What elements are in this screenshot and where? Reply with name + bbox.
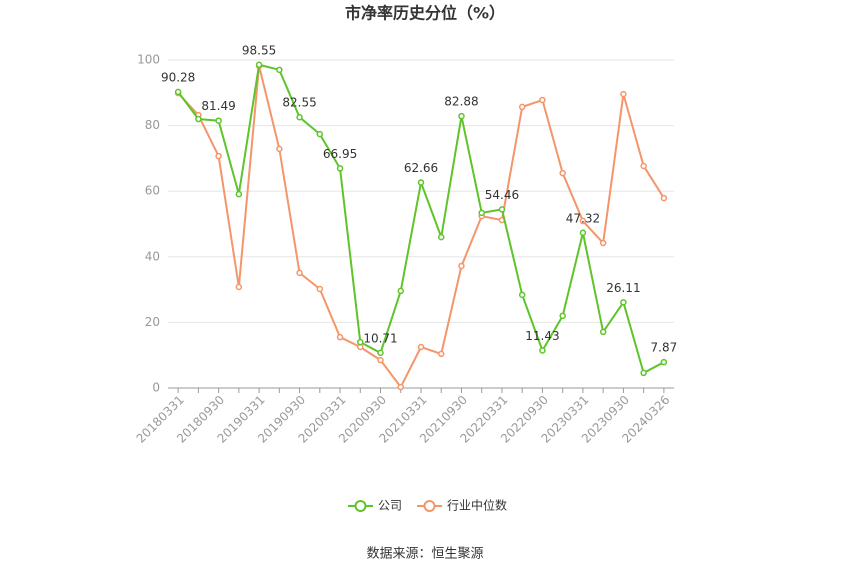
y-tick-label: 60: [145, 184, 160, 198]
point: [478, 209, 485, 217]
point: [539, 96, 546, 104]
point: [316, 285, 324, 293]
point: [336, 165, 344, 172]
point: [296, 113, 303, 121]
point: [195, 115, 202, 123]
point: [640, 162, 647, 170]
point: [660, 358, 668, 366]
data-label: 54.46: [485, 188, 519, 202]
y-tick-label: 100: [137, 53, 160, 67]
data-label: 10.71: [363, 331, 397, 345]
point: [620, 90, 627, 98]
point: [498, 206, 506, 213]
point: [579, 217, 587, 225]
point: [660, 194, 668, 202]
data-label: 81.49: [201, 99, 235, 113]
data-label: 47.32: [566, 211, 600, 225]
point: [296, 269, 303, 277]
y-tick-label: 80: [145, 118, 160, 132]
data-label: 62.66: [404, 161, 438, 175]
point: [357, 338, 364, 346]
point: [599, 328, 607, 336]
point: [620, 299, 627, 306]
point: [539, 347, 546, 354]
point: [559, 312, 566, 320]
y-tick-label: 40: [145, 249, 160, 263]
point: [336, 333, 344, 341]
y-tick-label: 20: [145, 315, 160, 329]
data-label: 90.28: [161, 70, 195, 84]
data-label: 66.95: [323, 147, 357, 161]
chart-title: 市净率历史分位（%）: [345, 4, 505, 23]
point: [458, 112, 465, 120]
legend-marker: [423, 500, 436, 512]
point: [417, 343, 425, 351]
point: [235, 283, 243, 291]
data-label: 26.11: [606, 281, 640, 295]
point: [276, 145, 283, 153]
point: [377, 356, 384, 364]
point: [640, 369, 647, 377]
point: [316, 130, 324, 138]
data-label: 82.88: [444, 95, 478, 109]
data-label: 82.55: [282, 96, 316, 110]
data-label: 98.55: [242, 43, 276, 57]
point: [174, 88, 182, 96]
point: [437, 350, 445, 358]
point: [397, 287, 405, 295]
legend-label: 行业中位数: [447, 498, 507, 513]
point: [377, 349, 384, 357]
legend-label: 公司: [378, 499, 402, 513]
point: [518, 103, 526, 111]
data-label: 7.87: [651, 341, 678, 355]
point: [417, 179, 425, 186]
point: [215, 152, 222, 160]
point: [559, 169, 566, 177]
source: 数据来源：恒生聚源: [366, 547, 483, 562]
point: [437, 233, 445, 241]
point: [215, 117, 222, 124]
point: [235, 190, 243, 198]
point: [579, 229, 587, 237]
point: [255, 61, 263, 69]
point: [276, 66, 283, 74]
point: [458, 262, 465, 270]
point: [599, 239, 607, 247]
data-label: 11.43: [525, 329, 559, 343]
legend-marker: [354, 500, 367, 512]
y-tick-label: 0: [152, 381, 160, 395]
point: [397, 383, 405, 391]
point: [518, 291, 526, 299]
